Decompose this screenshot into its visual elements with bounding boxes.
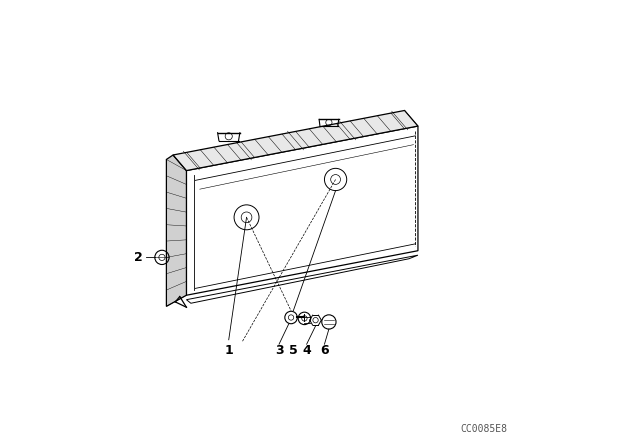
Text: 1: 1 — [225, 345, 233, 358]
Text: 2: 2 — [134, 251, 143, 264]
Polygon shape — [166, 155, 186, 306]
Text: CC0085E8: CC0085E8 — [460, 424, 507, 434]
Text: 6: 6 — [320, 345, 329, 358]
Polygon shape — [186, 255, 418, 303]
Polygon shape — [186, 126, 418, 295]
Text: 5: 5 — [289, 345, 298, 358]
Polygon shape — [173, 111, 418, 171]
Text: 3: 3 — [275, 345, 284, 358]
Text: 4: 4 — [302, 345, 311, 358]
